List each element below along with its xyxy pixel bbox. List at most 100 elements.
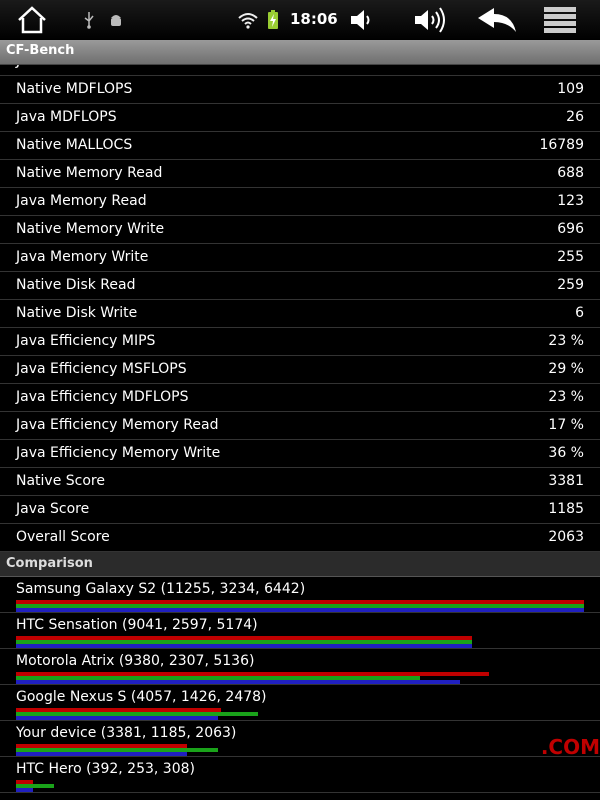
result-label: Java MDFLOPS — [16, 109, 117, 125]
status-time: 18:06 — [290, 10, 338, 28]
status-bar: 18:06 — [0, 0, 600, 40]
native-score-bar — [16, 744, 187, 748]
native-score-bar — [16, 600, 584, 604]
native-score-bar — [16, 636, 472, 640]
result-value: 255 — [557, 249, 584, 265]
result-value: 3381 — [548, 473, 584, 489]
result-value: 6 — [575, 305, 584, 321]
overall-score-bar — [16, 716, 218, 720]
result-label: Java Memory Read — [16, 193, 147, 209]
result-label: Native MALLOCS — [16, 137, 133, 153]
overall-score-bar — [16, 680, 460, 684]
result-label: Overall Score — [16, 529, 110, 545]
result-label: Native MDFLOPS — [16, 81, 133, 97]
result-value: 29 % — [548, 361, 584, 377]
result-value: 1185 — [548, 501, 584, 517]
java-score-bar — [16, 604, 584, 608]
back-icon[interactable] — [474, 0, 520, 40]
java-score-bar — [16, 712, 258, 716]
result-value: 32 — [566, 65, 584, 69]
java-score-bar — [16, 676, 420, 680]
result-row: Native Memory Read 688 — [0, 160, 600, 188]
result-label: Java Efficiency MSFLOPS — [16, 361, 187, 377]
result-value: 2063 — [548, 529, 584, 545]
result-label: Native Score — [16, 473, 105, 489]
result-value: 109 — [557, 81, 584, 97]
result-row: Native Score 3381 — [0, 468, 600, 496]
results-list: Java MSFLOPS 32 Native MDFLOPS 109 Java MDFL… — [0, 65, 600, 552]
volume-down-icon[interactable] — [344, 0, 378, 40]
result-row: Java MSFLOPS 32 — [0, 65, 600, 76]
comparison-row: Samsung Galaxy S2 (11255, 3234, 6442) — [0, 577, 600, 613]
result-label: Java MSFLOPS — [16, 65, 115, 69]
native-score-bar — [16, 708, 221, 712]
result-row: Native Disk Write 6 — [0, 300, 600, 328]
result-value: 259 — [557, 277, 584, 293]
comparison-row: Motorola Atrix (9380, 2307, 5136) — [0, 649, 600, 685]
result-row: Overall Score 2063 — [0, 524, 600, 552]
result-value: 26 — [566, 109, 584, 125]
result-row: Java Efficiency MSFLOPS 29 % — [0, 356, 600, 384]
result-value: 23 % — [548, 389, 584, 405]
result-label: Java Efficiency Memory Read — [16, 417, 219, 433]
result-value: 123 — [557, 193, 584, 209]
result-label: Native Memory Read — [16, 165, 163, 181]
results-scroll-view[interactable]: Java MSFLOPS 32 Native MDFLOPS 109 Java MDFL… — [0, 65, 600, 800]
comparison-device-label: Samsung Galaxy S2 (11255, 3234, 6442) — [16, 581, 306, 597]
result-row: Java Memory Write 255 — [0, 244, 600, 272]
result-row: Native Memory Write 696 — [0, 216, 600, 244]
result-label: Native Disk Write — [16, 305, 138, 321]
native-score-bar — [16, 672, 489, 676]
result-value: 16789 — [539, 137, 584, 153]
wifi-icon — [236, 0, 260, 40]
overall-score-bar — [16, 644, 472, 648]
result-label: Java Efficiency MDFLOPS — [16, 389, 189, 405]
watermark: .COM — [540, 735, 600, 759]
comparison-device-label: Motorola Atrix (9380, 2307, 5136) — [16, 653, 255, 669]
result-label: Native Disk Read — [16, 277, 136, 293]
app-title: CF-Bench — [6, 43, 75, 58]
usb-icon — [80, 0, 98, 40]
result-label: Java Efficiency Memory Write — [16, 445, 221, 461]
comparison-row: Google Nexus S (4057, 1426, 2478) — [0, 685, 600, 721]
comparison-row: HTC Sensation (9041, 2597, 5174) — [0, 613, 600, 649]
result-row: Java Efficiency MDFLOPS 23 % — [0, 384, 600, 412]
native-score-bar — [16, 780, 33, 784]
comparison-row: Your device (3381, 1185, 2063) — [0, 721, 600, 757]
result-value: 696 — [557, 221, 584, 237]
result-row: Native Disk Read 259 — [0, 272, 600, 300]
android-debug-icon — [106, 0, 126, 40]
result-label: Java Memory Write — [16, 249, 149, 265]
volume-up-icon[interactable] — [410, 0, 450, 40]
menu-icon[interactable] — [542, 0, 578, 40]
result-row: Java Efficiency MIPS 23 % — [0, 328, 600, 356]
overall-score-bar — [16, 788, 33, 792]
result-row: Java Memory Read 123 — [0, 188, 600, 216]
java-score-bar — [16, 640, 472, 644]
overall-score-bar — [16, 752, 187, 756]
java-score-bar — [16, 748, 218, 752]
comparison-device-label: Your device (3381, 1185, 2063) — [16, 725, 237, 741]
result-value: 36 % — [548, 445, 584, 461]
result-value: 688 — [557, 165, 584, 181]
comparison-device-label: HTC Hero (392, 253, 308) — [16, 761, 195, 777]
result-row: Java Efficiency Memory Read 17 % — [0, 412, 600, 440]
comparison-row: HTC Hero (392, 253, 308) — [0, 757, 600, 793]
comparison-list: Samsung Galaxy S2 (11255, 3234, 6442) HTC… — [0, 577, 600, 793]
result-row: Java Efficiency Memory Write 36 % — [0, 440, 600, 468]
result-label: Java Score — [16, 501, 90, 517]
home-icon[interactable] — [14, 0, 50, 40]
result-row: Native MDFLOPS 109 — [0, 76, 600, 104]
comparison-device-label: HTC Sensation (9041, 2597, 5174) — [16, 617, 258, 633]
comparison-header: Comparison — [0, 552, 600, 577]
app-title-bar: CF-Bench — [0, 40, 600, 65]
result-label: Java Efficiency MIPS — [16, 333, 156, 349]
battery-charging-icon — [266, 0, 280, 40]
result-row: Java Score 1185 — [0, 496, 600, 524]
comparison-device-label: Google Nexus S (4057, 1426, 2478) — [16, 689, 267, 705]
result-label: Native Memory Write — [16, 221, 165, 237]
result-value: 23 % — [548, 333, 584, 349]
comparison-title: Comparison — [6, 556, 93, 571]
result-value: 17 % — [548, 417, 584, 433]
overall-score-bar — [16, 608, 584, 612]
